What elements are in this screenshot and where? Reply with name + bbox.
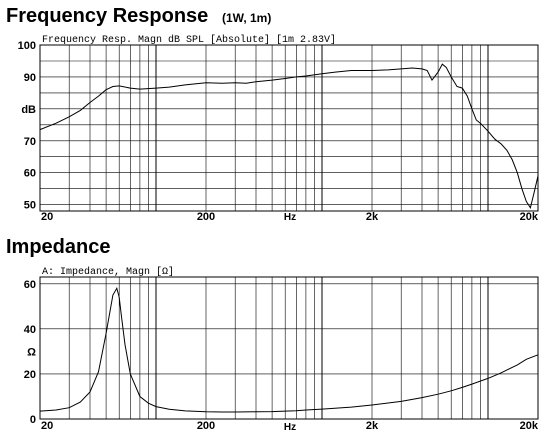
fr-x-tick-label-1: 200 xyxy=(197,211,215,223)
imp-x-tick-label-3: 20k xyxy=(520,420,539,432)
impedance-chart: Impedance A: Impedance, Magn [Ω] 60 40 Ω 20… xyxy=(6,236,539,433)
fr-y-tick-label-2: dB xyxy=(21,104,36,116)
fr-title-note: (1W, 1m) xyxy=(222,11,271,25)
imp-y-tick-label-2: Ω xyxy=(27,346,36,358)
fr-x-tick-label-0: 20 xyxy=(41,211,53,223)
imp-xlabel: Hz xyxy=(284,422,296,433)
fr-x-tick-label-3: 20k xyxy=(520,211,539,223)
fr-title: Frequency Response xyxy=(6,5,208,27)
imp-y-tick-label-3: 20 xyxy=(24,369,36,381)
fr-series-line xyxy=(39,63,539,210)
imp-y-tick-label-4: 0 xyxy=(30,414,36,426)
imp-plot-frame xyxy=(39,276,539,420)
fr-x-tick-labels: 20 200 2k 20k xyxy=(41,211,539,223)
fr-xlabel: Hz xyxy=(284,212,296,223)
imp-y-tick-label-0: 60 xyxy=(24,279,36,291)
imp-y-tick-labels: 60 40 Ω 20 0 xyxy=(24,279,36,426)
imp-x-tick-label-0: 20 xyxy=(41,420,53,432)
fr-y-tick-label-5: 50 xyxy=(24,200,36,212)
fr-plot-frame xyxy=(39,44,539,212)
fr-y-tick-label-1: 90 xyxy=(24,72,36,84)
fr-y-tick-label-4: 60 xyxy=(24,168,36,180)
fr-y-tick-label-0: 100 xyxy=(18,40,36,52)
fr-subtitle: Frequency Resp. Magn dB SPL [Absolute] [… xyxy=(42,34,336,46)
fr-grid xyxy=(40,44,538,211)
frequency-response-chart: Frequency Response (1W, 1m) Frequency Re… xyxy=(6,5,539,223)
imp-subtitle: A: Impedance, Magn [Ω] xyxy=(42,266,174,278)
fr-y-tick-label-3: 70 xyxy=(24,136,36,148)
imp-x-tick-labels: 20 200 2k 20k xyxy=(41,420,539,432)
imp-x-tick-label-2: 2k xyxy=(366,420,379,432)
imp-series-line xyxy=(39,287,539,413)
fr-y-tick-labels: 100 90 dB 70 60 50 xyxy=(18,40,36,212)
imp-x-tick-label-1: 200 xyxy=(197,420,215,432)
imp-title: Impedance xyxy=(6,236,110,258)
fr-x-tick-label-2: 2k xyxy=(366,211,379,223)
imp-y-tick-label-1: 40 xyxy=(24,324,36,336)
